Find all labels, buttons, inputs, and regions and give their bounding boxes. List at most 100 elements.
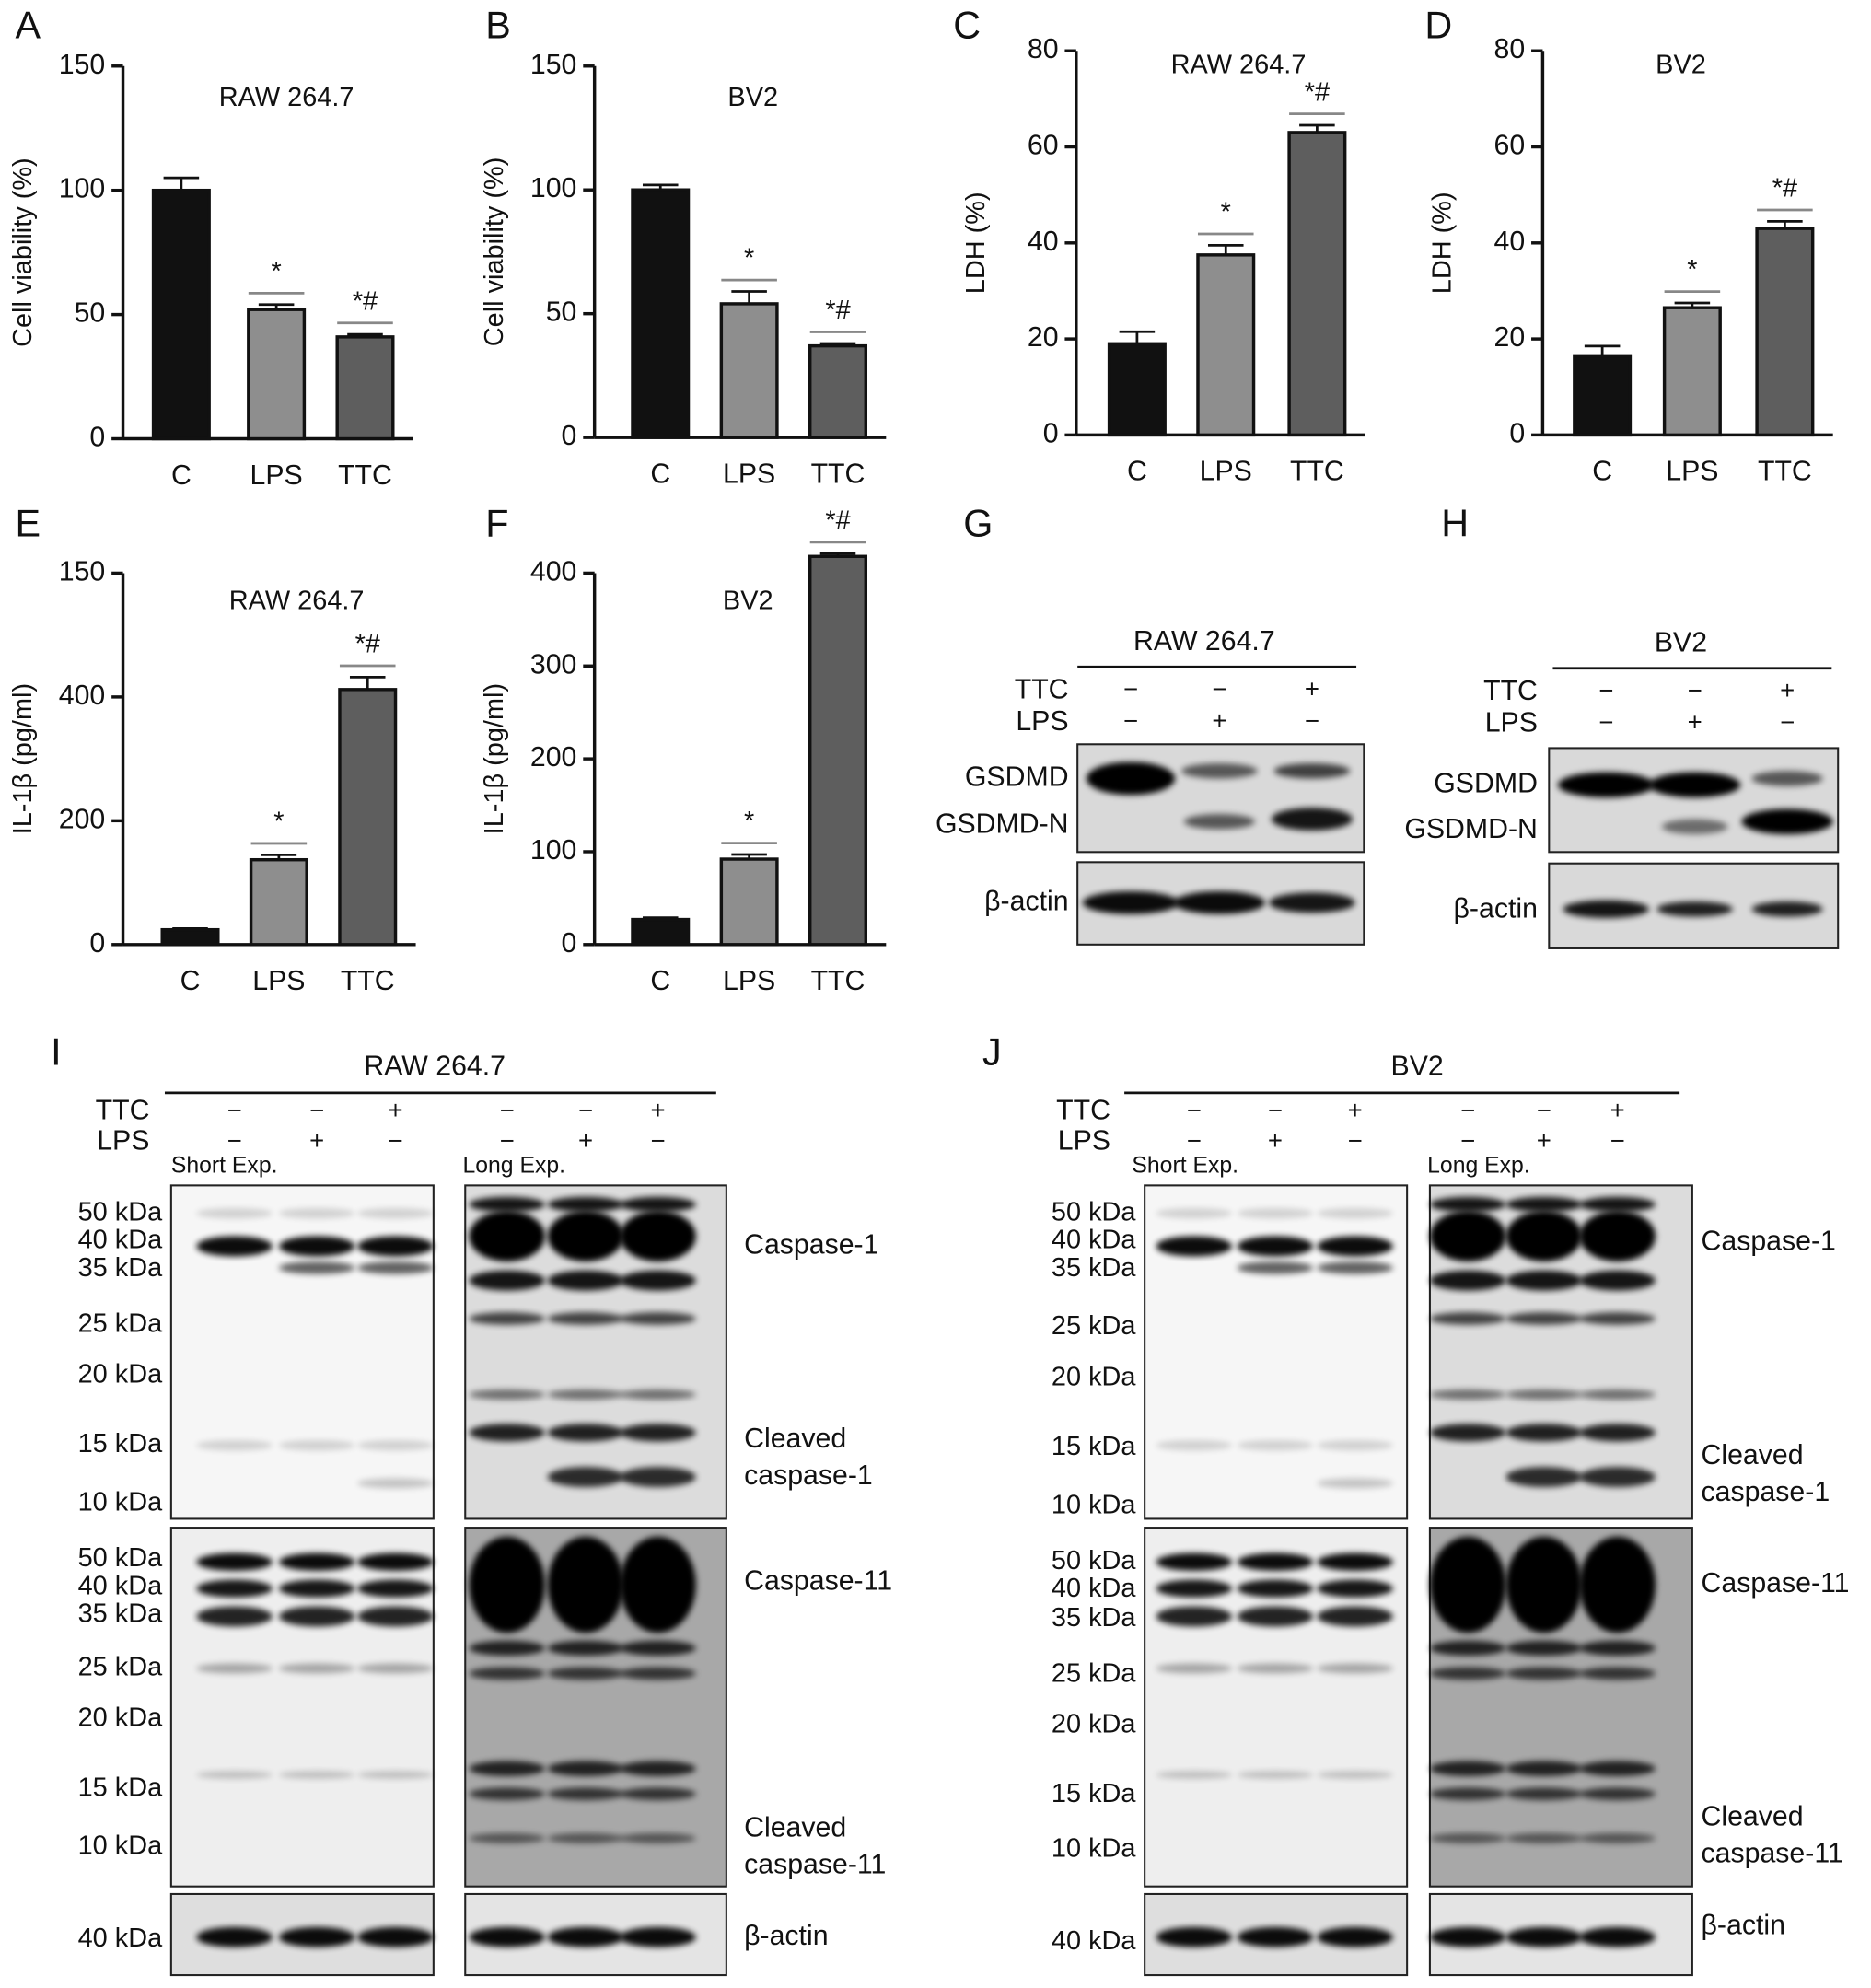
y-tick-label: 0 — [89, 928, 105, 959]
marker-label: 10 kDa — [1052, 1833, 1137, 1863]
band-label: caspase-1 — [744, 1460, 873, 1491]
band — [357, 1552, 434, 1571]
treatment-sign: + — [309, 1126, 324, 1155]
treatment-sign: − — [227, 1096, 242, 1124]
band — [620, 1196, 696, 1213]
band — [1429, 1270, 1506, 1291]
band — [1317, 1579, 1393, 1598]
blot-title: RAW 264.7 — [1133, 626, 1275, 657]
band — [1317, 1478, 1393, 1489]
y-axis-label: IL-1β (pg/ml) — [8, 683, 38, 834]
band — [1579, 1787, 1656, 1801]
treatment-sign: − — [309, 1096, 324, 1124]
marker-label: 35 kDa — [78, 1599, 164, 1629]
band — [1579, 1389, 1656, 1401]
band-label: Caspase-1 — [744, 1229, 878, 1260]
band — [357, 1208, 434, 1219]
band-label: caspase-11 — [1702, 1838, 1843, 1868]
band — [1579, 1640, 1656, 1657]
marker-label: 20 kDa — [1052, 1709, 1137, 1738]
band — [1741, 808, 1833, 835]
band — [357, 1261, 434, 1274]
band — [1429, 1312, 1506, 1325]
band — [469, 1389, 545, 1401]
band — [469, 1640, 545, 1657]
marker-label: 10 kDa — [1052, 1490, 1137, 1519]
band — [1656, 901, 1733, 917]
y-tick-label: 100 — [59, 174, 105, 204]
exposure-label: Short Exp. — [1132, 1153, 1238, 1178]
panel-letter: C — [953, 4, 981, 46]
band — [1429, 1210, 1506, 1261]
band — [547, 1926, 624, 1947]
band — [1579, 1312, 1656, 1325]
x-tick-label: LPS — [252, 966, 305, 996]
treatment-sign: + — [1780, 676, 1795, 704]
band — [620, 1536, 696, 1633]
treatment-sign: − — [1780, 708, 1795, 737]
y-tick-label: 150 — [530, 50, 577, 80]
bar — [1662, 306, 1722, 437]
band — [196, 1236, 273, 1257]
band — [196, 1926, 273, 1947]
bar — [808, 343, 868, 439]
band-label: GSDMD — [965, 761, 1069, 792]
band — [1751, 771, 1823, 786]
significance-mark: *# — [355, 630, 380, 659]
band — [278, 1579, 355, 1598]
x-tick-label: C — [1127, 457, 1147, 487]
band — [1317, 1236, 1393, 1257]
y-axis-label: Cell viability (%) — [8, 157, 38, 347]
bar — [631, 917, 691, 947]
x-tick-label: C — [171, 460, 192, 491]
band — [1429, 1424, 1506, 1442]
marker-label: 40 kDa — [78, 1571, 164, 1600]
marker-label: 50 kDa — [78, 1543, 164, 1573]
band — [1579, 1667, 1656, 1680]
marker-label: 15 kDa — [1052, 1432, 1137, 1461]
band — [1661, 819, 1728, 835]
treatment-label: LPS — [1485, 707, 1538, 738]
band — [620, 1926, 696, 1947]
bar — [151, 188, 211, 441]
band-label: Caspase-11 — [744, 1565, 892, 1596]
significance-mark: * — [1221, 198, 1231, 227]
band — [620, 1832, 696, 1843]
band — [1317, 1552, 1393, 1571]
band — [1579, 1761, 1656, 1776]
treatment-sign: − — [1348, 1126, 1363, 1155]
treatment-label: TTC — [1483, 676, 1538, 706]
significance-mark: * — [744, 807, 754, 836]
band — [1237, 1926, 1314, 1947]
marker-label: 10 kDa — [78, 1488, 164, 1517]
band — [1751, 901, 1823, 917]
band — [1579, 1196, 1656, 1213]
band — [1505, 1389, 1583, 1401]
bar — [160, 927, 220, 947]
marker-label: 15 kDa — [78, 1773, 164, 1802]
band — [196, 1663, 273, 1674]
band — [278, 1663, 355, 1674]
treatment-sign: + — [1688, 708, 1702, 737]
band — [547, 1270, 624, 1291]
blot-box — [1076, 743, 1365, 854]
y-tick-label: 150 — [59, 556, 105, 587]
band — [357, 1478, 434, 1489]
band — [469, 1926, 545, 1947]
band — [196, 1579, 273, 1598]
band — [1173, 890, 1265, 914]
band — [1273, 762, 1351, 779]
treatment-label: TTC — [1015, 674, 1069, 704]
y-tick-label: 200 — [59, 804, 105, 834]
band — [547, 1787, 624, 1801]
x-tick-label: C — [180, 966, 201, 996]
band — [1237, 1771, 1314, 1779]
band — [1429, 1926, 1506, 1947]
band — [1429, 1640, 1506, 1657]
band-label: caspase-1 — [1702, 1477, 1830, 1507]
chart-title: BV2 — [1656, 50, 1706, 79]
band-label: Cleaved — [1702, 1440, 1804, 1471]
chart-title: BV2 — [727, 83, 778, 112]
band — [278, 1926, 355, 1947]
band-label: caspase-11 — [744, 1850, 886, 1880]
